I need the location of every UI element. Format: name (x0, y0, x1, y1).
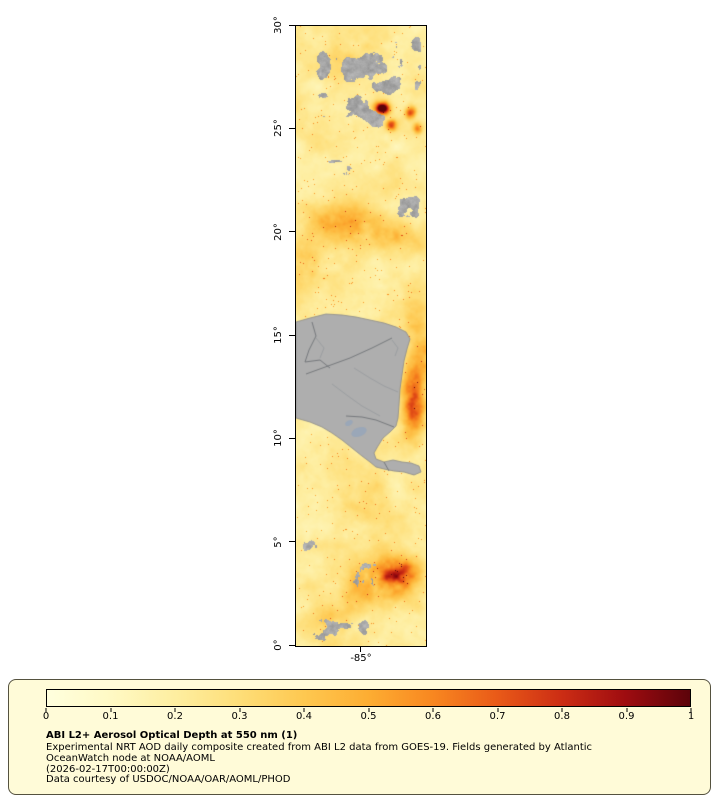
legend-line: (2026-02-17T00:00:00Z) (46, 763, 170, 775)
lat-tick (289, 437, 295, 439)
legend-line: Experimental NRT AOD daily composite cre… (46, 742, 593, 753)
colorbar-tick (303, 708, 305, 712)
legend-line: OceanWatch node at NOAA/AOML (46, 752, 215, 764)
lat-tick (289, 127, 295, 129)
lat-tick-label: 0° (273, 639, 284, 651)
colorbar-tick-label: 0.2 (167, 711, 183, 722)
colorbar-tick (690, 708, 692, 712)
colorbar-gradient (46, 689, 691, 707)
legend-title: ABI L2+ Aerosol Optical Depth at 550 nm … (46, 730, 298, 741)
lat-tick (289, 334, 295, 336)
colorbar-tick-label: 0.8 (554, 711, 570, 722)
colorbar-tick (497, 708, 498, 712)
legend-line: Data courtesy of USDOC/NOAA/OAR/AOML/PHO… (46, 774, 291, 786)
lat-tick-label: 10° (273, 429, 284, 448)
lat-tick-label: 20° (273, 222, 284, 241)
lat-tick-label: 25° (273, 119, 284, 138)
legend-text-lines: Experimental NRT AOD daily composite cre… (46, 742, 593, 786)
legend-panel: 0 0.1 0.2 0.3 0.4 0.5 0.6 0.7 0.8 0.9 1 ABI L2+ Ae… (8, 679, 711, 795)
x-axis-tick-label: -85° (350, 653, 372, 664)
colorbar-tick-label: 0.5 (360, 711, 377, 722)
colorbar-tick-label: 0.6 (425, 711, 441, 722)
aod-map (295, 25, 427, 647)
lat-tick-label: 15° (273, 326, 284, 344)
lat-tick (289, 24, 295, 26)
lat-tick (289, 231, 295, 233)
colorbar-tick-label: 0 (42, 711, 50, 722)
colorbar-tick-label: 0.9 (618, 711, 635, 722)
map-area: -85° 30° 25° 20° 15° 10° 5° 0° (273, 16, 427, 664)
colorbar-tick (239, 708, 240, 712)
colorbar-tick-label: 0.1 (102, 711, 119, 722)
lat-tick (289, 541, 295, 543)
colorbar-tick (45, 708, 47, 712)
aod-map-canvas (296, 26, 426, 646)
colorbar-tick-label: 1 (687, 711, 695, 722)
lat-tick-label: 5° (273, 535, 284, 548)
lat-tick-label: 30° (273, 16, 284, 34)
colorbar-tick (174, 708, 176, 712)
colorbar-tick (110, 708, 111, 712)
colorbar-ticks: 0 0.1 0.2 0.3 0.4 0.5 0.6 0.7 0.8 0.9 1 (42, 708, 695, 726)
lat-tick (289, 644, 295, 646)
colorbar-tick (626, 708, 627, 712)
colorbar-tick-label: 0.3 (231, 711, 248, 722)
lon-tick (360, 647, 361, 652)
colorbar-tick-label: 0.7 (489, 711, 506, 722)
colorbar-tick-label: 0.4 (296, 711, 312, 722)
colorbar-tick (561, 708, 563, 712)
colorbar-tick (368, 708, 369, 712)
colorbar-tick (432, 708, 434, 712)
